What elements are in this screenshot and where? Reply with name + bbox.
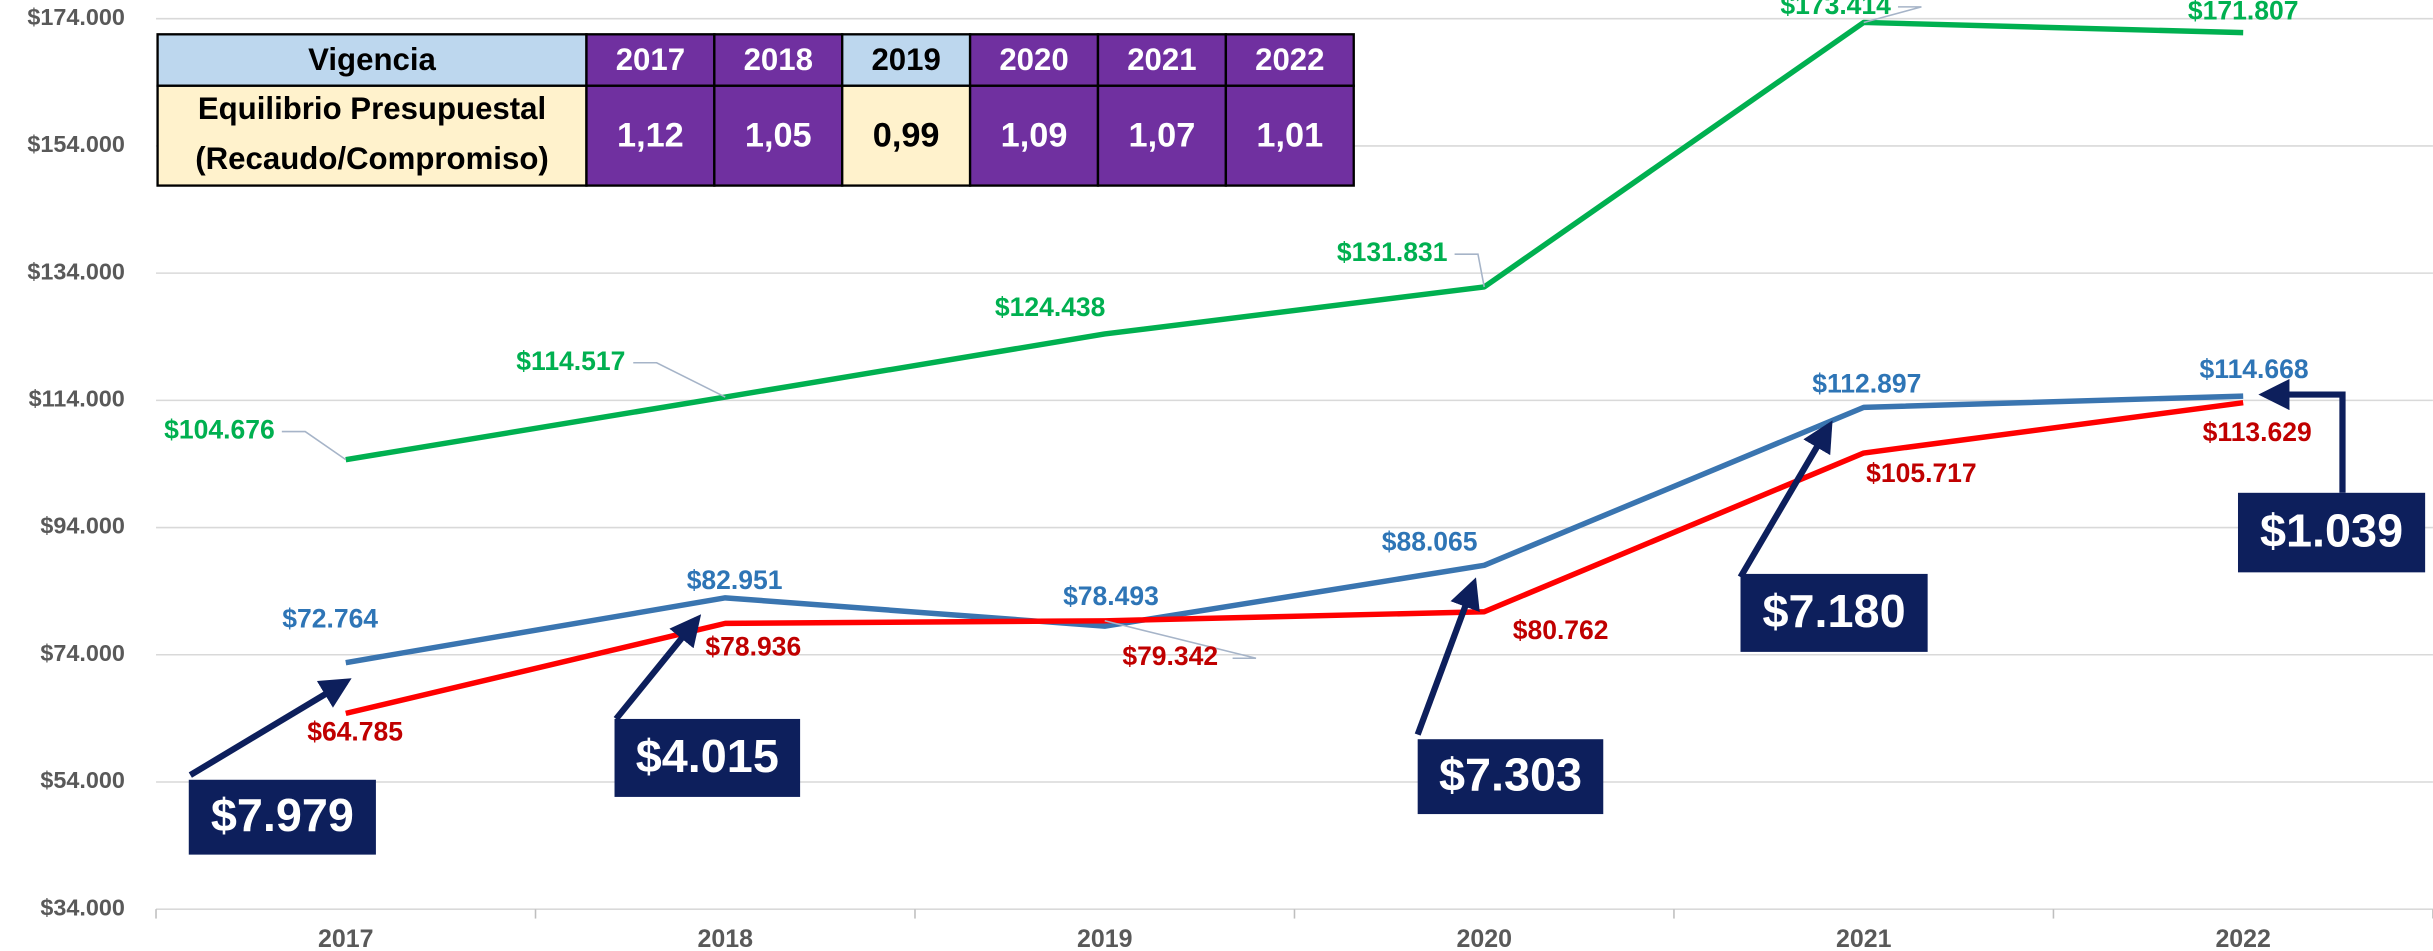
ratio-table: Vigencia 2017 2018 2019 2020 2021 2022 Equilibr… [156,33,1355,187]
table-header-text: 2022 [1255,42,1324,77]
data-label: $80.762 [1513,615,1609,645]
annotation-text: $7.180 [1763,585,1906,637]
table-header-cell [1224,33,1355,87]
annotation-text: $1.039 [2260,504,2403,556]
table-header-cell [156,33,588,87]
annotation-box [188,779,376,855]
x-tick-label: 2020 [1456,925,1511,951]
series-line [345,400,2244,717]
data-label: $88.065 [1382,526,1478,556]
annotation-box [2237,492,2426,573]
y-tick-label: $154.000 [27,131,125,157]
annotation-box [614,718,801,797]
table-header-text: 2018 [744,42,813,77]
table-header-cell [713,33,844,87]
y-tick-label: $54.000 [40,767,125,793]
data-label: $114.668 [2200,354,2309,384]
data-label: $82.951 [687,565,783,595]
x-tick-label: 2021 [1836,925,1892,951]
annotation-arrow [188,678,352,778]
leader-line [281,430,347,461]
table-header-text: 2021 [1127,42,1196,77]
table-value: 1,07 [1129,116,1196,154]
data-label: $112.897 [1812,369,1921,399]
table-value: 1,05 [745,116,812,154]
annotation-arrow [1737,420,1833,579]
table-value-cell [585,84,716,187]
annotation-box [1417,739,1604,815]
data-label: $78.936 [705,631,801,661]
table-header-cell [841,33,972,87]
table-value: 0,99 [873,116,940,154]
data-label: $78.493 [1063,581,1159,611]
table-header-text: 2020 [999,42,1068,77]
annotation-arrow [1414,577,1480,736]
y-tick-label: $34.000 [40,894,125,920]
data-label: $72.764 [282,604,378,634]
leader-line [1454,253,1485,288]
annotation-arrow [613,614,702,721]
data-label: $79.342 [1122,641,1218,671]
leader-line [1104,620,1257,660]
y-tick-label: $94.000 [40,513,125,539]
x-tick-label: 2017 [318,925,373,951]
data-label: $113.629 [2203,417,2312,447]
data-label: $173.414 [1780,0,1891,20]
data-label: $124.438 [995,292,1106,322]
table-value-cell [713,84,844,187]
x-tick-label: 2018 [698,925,754,951]
table-value: 1,01 [1256,116,1323,154]
annotation-text: $4.015 [636,730,779,782]
x-tick-label: 2019 [1077,925,1132,951]
annotation-box [1740,573,1928,652]
y-tick-label: $114.000 [29,386,125,412]
annotation-text: $7.303 [1439,749,1582,801]
series-line [345,19,2244,463]
table-value: 1,09 [1001,116,1068,154]
data-label: $114.517 [516,346,625,376]
series-line [345,393,2244,666]
table-value-cell [1224,84,1355,187]
data-label: $64.785 [307,717,403,747]
table-header-text: Vigencia [308,42,436,77]
data-label: $131.831 [1337,237,1448,267]
table-value: 1,12 [617,116,684,154]
table-header-text: 2017 [616,42,685,77]
leader-line [633,361,726,398]
table-value-cell [968,84,1100,187]
y-tick-label: $174.000 [27,4,125,30]
annotation-text: $7.979 [211,789,354,841]
table-header-text: 2019 [871,42,940,77]
table-row-label-cell [156,84,588,187]
table-value-cell [841,84,972,187]
table-row-label: Equilibrio Presupuestal [198,91,546,126]
y-tick-label: $134.000 [27,258,125,284]
data-label: $171.807 [2188,0,2299,25]
x-tick-label: 2022 [2215,925,2270,951]
table-value-cell [1096,84,1228,187]
data-label: $105.717 [1866,458,1977,488]
data-label: $104.676 [164,415,275,445]
annotation-arrow [2258,378,2346,493]
table-row-label: (Recaudo/Compromiso) [195,141,548,176]
leader-line [1863,6,1922,24]
y-tick-label: $74.000 [40,640,125,666]
